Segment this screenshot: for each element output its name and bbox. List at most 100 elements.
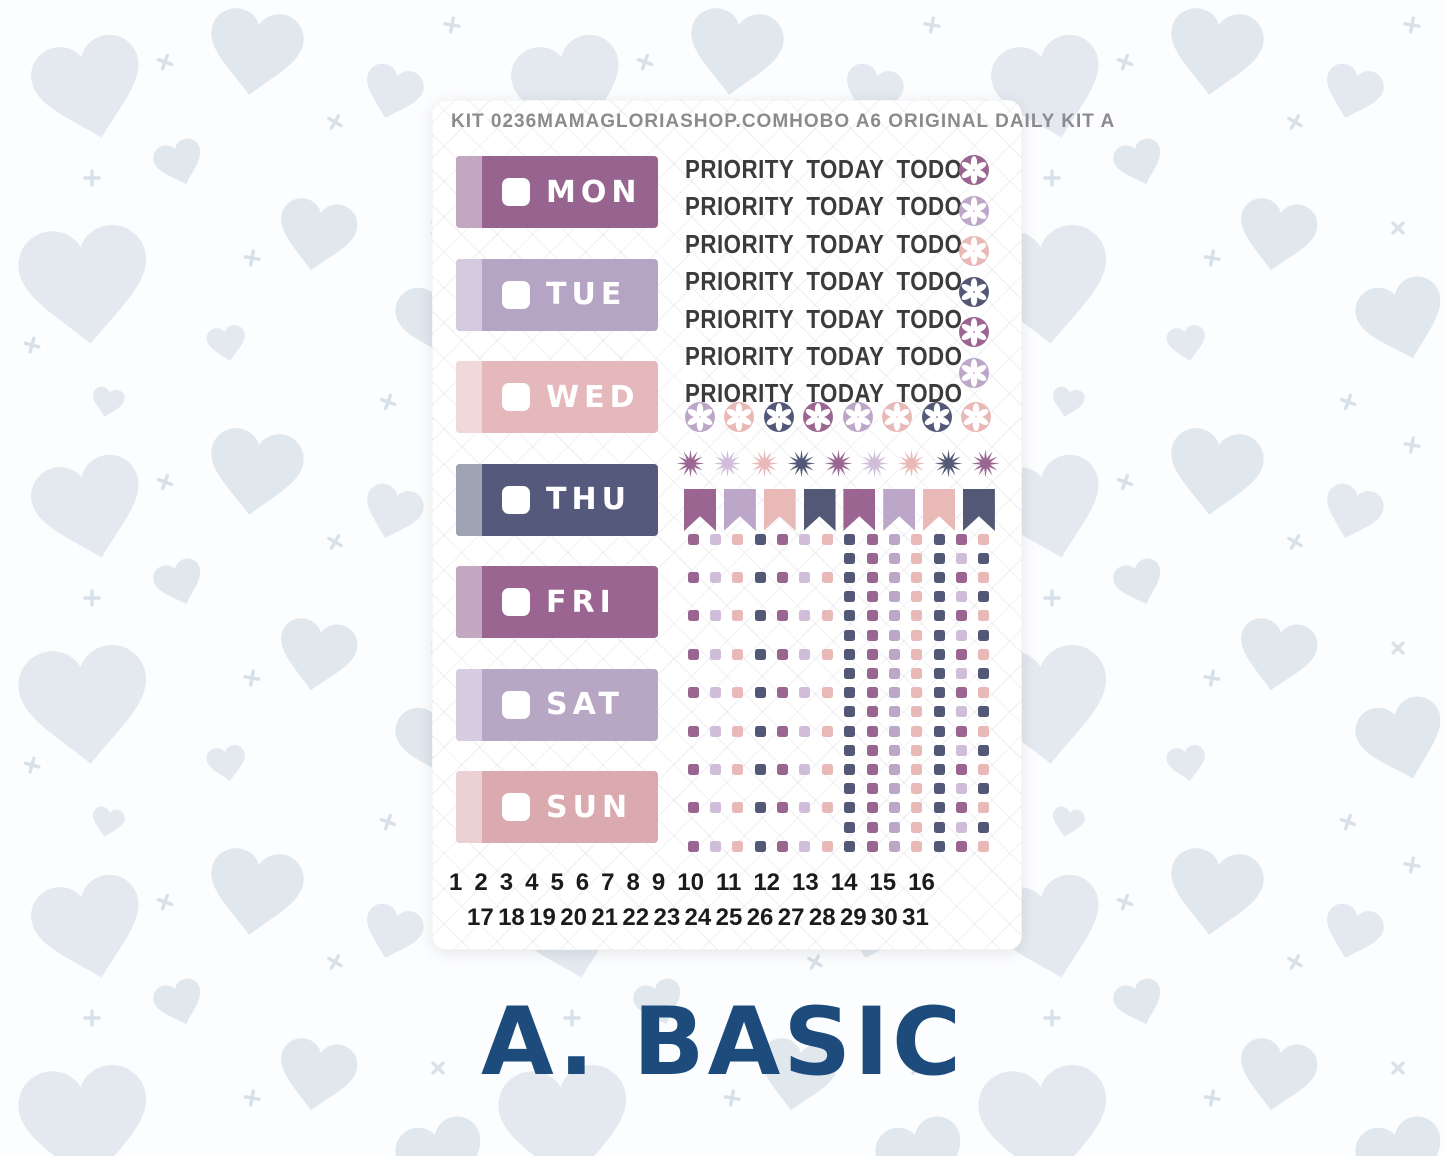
checkbox-square-sticker — [888, 706, 900, 718]
checkbox-square-sticker — [844, 783, 856, 795]
checkbox-square-sticker — [799, 763, 811, 775]
checkbox-square-sticker — [844, 763, 856, 775]
day-label-edge — [456, 463, 482, 536]
checkbox-square-sticker — [866, 763, 878, 775]
date-numbers-row-2: 17 18 19 20 21 22 23 24 25 26 27 28 29 30 31 — [467, 904, 929, 932]
checkbox-square-sticker — [709, 571, 721, 583]
flower-dot-sticker — [959, 317, 989, 348]
checkbox-square-sticker — [888, 802, 900, 814]
date-number: 6 — [575, 869, 590, 896]
checkbox-square-sticker — [911, 552, 923, 564]
checkbox-square-sticker — [821, 763, 833, 775]
checkbox-square-sticker — [956, 744, 968, 756]
checkbox-square-sticker — [844, 725, 856, 737]
day-label-edge — [456, 566, 482, 638]
checkbox-square-sticker — [821, 648, 833, 660]
day-label-text: THU — [546, 482, 631, 517]
checkbox-square-sticker — [777, 802, 789, 814]
checkbox-square-sticker — [687, 610, 699, 622]
flag-sticker — [684, 489, 716, 531]
checkbox-square-sticker — [978, 610, 990, 622]
flower-dot-icon — [959, 317, 989, 348]
checkbox-square-sticker — [956, 571, 968, 583]
day-label-tue: TUE — [456, 258, 658, 331]
checkbox-square-sticker — [911, 802, 923, 814]
checkbox-square-sticker — [956, 706, 968, 718]
date-number: 21 — [591, 904, 619, 931]
checkbox-square-sticker — [777, 571, 789, 583]
checkbox-square-sticker — [821, 571, 833, 583]
checkbox-square-sticker — [866, 571, 878, 583]
checkbox-square-sticker — [821, 802, 833, 814]
checkbox-square-sticker — [978, 802, 990, 814]
checkbox-square-sticker — [956, 725, 968, 737]
checkbox-square-sticker — [911, 591, 923, 603]
checkbox-square-sticker — [911, 667, 923, 679]
flower-dot-sticker — [959, 236, 989, 267]
checkbox-square-sticker — [777, 725, 789, 737]
day-label-edge — [456, 771, 482, 843]
flower-dot-sticker — [959, 276, 989, 307]
date-number: 30 — [871, 904, 898, 931]
checkbox-square-sticker — [956, 802, 968, 814]
flower-dot-icon — [685, 402, 715, 432]
checkbox-square-sticker — [754, 648, 766, 660]
checkbox-square-sticker — [732, 610, 744, 622]
checkbox-square-sticker — [844, 821, 856, 833]
checkbox-square-sticker — [754, 840, 766, 852]
checkbox-square-sticker — [978, 783, 990, 795]
checkbox-square-sticker — [911, 533, 923, 545]
checkbox-square-sticker — [777, 648, 789, 660]
checkbox-square-sticker — [933, 591, 945, 603]
checkbox-square-sticker — [866, 706, 878, 718]
checkbox-square-sticker — [866, 802, 878, 814]
checkbox-square-sticker — [933, 725, 945, 737]
priority-sticker-text: PRIORITY TODAY TODO — [685, 191, 963, 221]
flower-dot-icon — [763, 402, 794, 432]
date-number: 23 — [653, 904, 681, 931]
day-label-mon: MON — [456, 156, 658, 228]
checkbox-square-sticker — [978, 533, 990, 545]
starburst-icon — [971, 449, 1000, 478]
kit-id: KIT 0236 — [451, 111, 538, 132]
checkbox-square-sticker — [888, 552, 900, 564]
checkbox-square-sticker — [933, 667, 945, 679]
checkbox-square-sticker — [844, 706, 856, 718]
checkbox-square-sticker — [866, 687, 878, 699]
checkbox-square-sticker — [888, 591, 900, 603]
checkbox-square-sticker — [888, 629, 900, 641]
checkbox-square-sticker — [777, 533, 789, 545]
checkbox-square-sticker — [754, 802, 766, 814]
checkbox-square-sticker — [911, 783, 923, 795]
checkbox-square-sticker — [866, 648, 878, 660]
date-numbers-row-1: 1 2 3 4 5 6 7 8 9 10 11 12 13 14 15 16 — [449, 869, 935, 897]
date-number: 31 — [902, 904, 929, 931]
checkbox-square-sticker — [866, 667, 878, 679]
checkbox-square-sticker — [687, 687, 699, 699]
checkbox-square-sticker — [933, 840, 945, 852]
checkbox-square-sticker — [844, 648, 856, 660]
kit-variant-caption: A. BASIC — [481, 988, 964, 1097]
checkbox-square-sticker — [777, 610, 789, 622]
checkbox-square-sticker — [754, 533, 766, 545]
checkbox-square-sticker — [732, 840, 744, 852]
checkbox-square-sticker — [799, 687, 811, 699]
checkbox-square-sticker — [866, 533, 878, 545]
date-number: 11 — [715, 869, 742, 896]
checkbox-square-sticker — [978, 648, 990, 660]
day-label-edge — [456, 668, 482, 741]
checkbox-square-sticker — [978, 552, 990, 564]
checkbox-square-sticker — [732, 571, 744, 583]
checkbox-square-sticker — [933, 629, 945, 641]
checkbox-square-sticker — [888, 648, 900, 660]
flower-dot-row — [685, 402, 991, 432]
checkbox-square-sticker — [933, 552, 945, 564]
checkbox-square-sticker — [911, 744, 923, 756]
flower-dot-icon — [959, 155, 989, 185]
checkbox-square-sticker — [978, 706, 990, 718]
date-number: 2 — [474, 869, 488, 896]
checkbox-square-sticker — [933, 687, 945, 699]
date-number: 7 — [601, 869, 615, 896]
priority-sticker-text: PRIORITY TODAY TODO — [685, 266, 963, 296]
checkbox-square-sticker — [821, 610, 833, 622]
